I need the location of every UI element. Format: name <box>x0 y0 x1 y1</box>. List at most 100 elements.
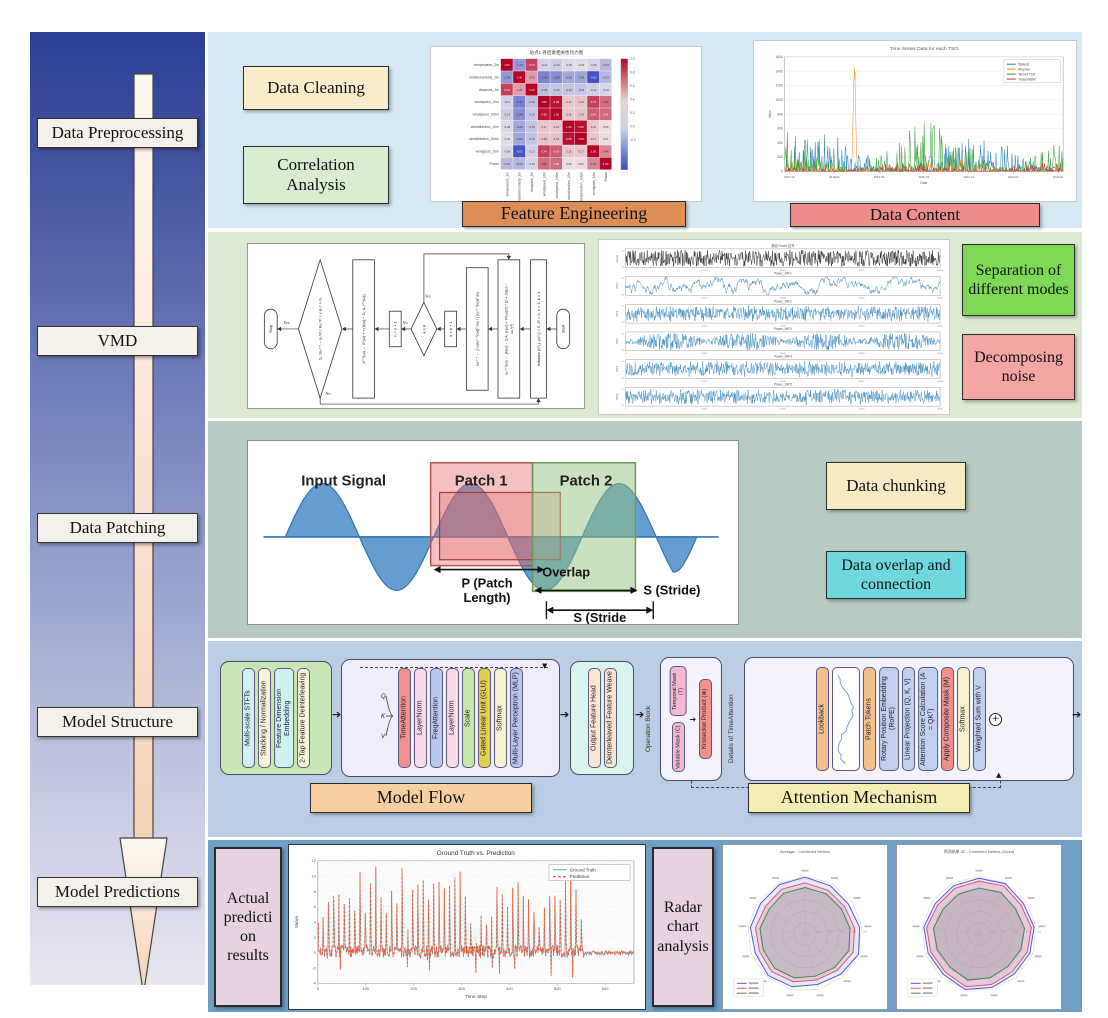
svg-text:0.93: 0.93 <box>554 100 560 104</box>
pipeline-sidebar: Data Preprocessing VMD Data Patching Mod… <box>30 32 205 985</box>
svg-text:windspeed_10m: windspeed_10m <box>475 100 500 104</box>
svg-text:1.0: 1.0 <box>621 333 625 335</box>
svg-text:Overlap: Overlap <box>542 565 590 580</box>
svg-text:0.44: 0.44 <box>603 149 609 153</box>
svg-text:windgusts_10m: windgusts_10m <box>592 172 596 195</box>
svg-text:ûₖⁿ⁺¹(ω) ← [x̂(ω) − Σᵢ≠ₖ ûᵢ(ω): ûₖⁿ⁺¹(ω) ← [x̂(ω) − Σᵢ≠ₖ ûᵢ(ω) + λ̂ⁿ(ω)/… <box>504 283 509 375</box>
svg-text:0.8: 0.8 <box>1026 929 1030 933</box>
feature-dimension-embedding-block: Feature Dimension Embedding <box>273 668 295 768</box>
svg-text:TransnetBW: TransnetBW <box>1018 77 1035 81</box>
svg-text:2021-01: 2021-01 <box>963 175 974 179</box>
svg-text:0.4: 0.4 <box>829 929 833 933</box>
svg-text:0.07: 0.07 <box>603 137 609 141</box>
svg-text:S (Stride: S (Stride <box>573 610 626 624</box>
svg-text:20000: 20000 <box>780 298 787 300</box>
layernorm-block: LayerNorm <box>413 668 427 768</box>
svg-text:8: 8 <box>314 889 317 894</box>
pipeline-flow-arrow <box>119 73 168 985</box>
label-radar-chart-analysis: Radar chart analysis <box>652 847 714 1007</box>
svg-text:Power: Power <box>489 162 499 166</box>
svg-text:windspeed_100m: windspeed_100m <box>473 113 499 117</box>
svg-text:-0.19: -0.19 <box>541 88 548 92</box>
layernorm-block: LayerNorm <box>445 668 459 768</box>
svg-text:0.17: 0.17 <box>578 149 584 153</box>
svg-text:400: 400 <box>777 141 783 145</box>
svg-text:S (Stride): S (Stride) <box>643 582 700 597</box>
svg-text:1.00: 1.00 <box>578 137 584 141</box>
svg-text:1.0: 1.0 <box>621 278 625 280</box>
svg-text:2022-01: 2022-01 <box>1008 175 1019 179</box>
svg-text:-0.13: -0.13 <box>504 112 511 116</box>
svg-text:0.33: 0.33 <box>517 88 523 92</box>
svg-text:0.73: 0.73 <box>529 63 535 67</box>
row-data-patching: Input Signal Patch 1 Patch 2 Overlap P (Patc… <box>208 421 1082 638</box>
kronecker-product-block: Kronecker Product (⊗) <box>699 679 713 759</box>
svg-text:Yes: Yes <box>284 320 290 325</box>
svg-text:-0.38: -0.38 <box>516 112 523 116</box>
svg-text:-4: -4 <box>312 981 316 986</box>
svg-text:10000: 10000 <box>701 353 708 355</box>
svg-text:-0.22: -0.22 <box>516 162 523 166</box>
vmd-decomposition-panel: 原始 Power 信号 Power 1.0 0.0 0 10000 20000 30000 40… <box>598 239 950 415</box>
svg-text:预测结果 #2 - Combined Metrics (Zo: 预测结果 #2 - Combined Metrics (Zoom) <box>944 849 1015 854</box>
svg-text:10000: 10000 <box>701 408 708 410</box>
svg-text:windspeed_10m: windspeed_10m <box>542 172 546 197</box>
svg-text:30000: 30000 <box>858 270 865 272</box>
svg-text:0.06: 0.06 <box>603 125 609 129</box>
svg-text:0.0: 0.0 <box>621 377 625 379</box>
prediction-chart: Ground Truth vs. Prediction -4 -2 0 2 4 6 8 10 12… <box>294 850 635 1000</box>
svg-text:1.0: 1.0 <box>621 250 625 252</box>
softmax-block: Softmax <box>957 667 971 771</box>
multi-scale-stfts-block: Multi-scale STFTs <box>241 668 255 768</box>
svg-text:1.0: 1.0 <box>863 929 867 933</box>
svg-text:IMF2: IMF2 <box>615 310 619 316</box>
label-separation-modes: Separation of different modes <box>962 244 1075 316</box>
svg-text:1.0: 1.0 <box>1037 929 1041 933</box>
svg-text:winddirection_10m: winddirection_10m <box>567 172 571 200</box>
radar-average-chart: Average - Combined Metrics0.20.40.60.81.… <box>733 849 872 997</box>
stage-model-predictions: Model Predictions <box>37 877 198 907</box>
svg-text:Power_IMF5: Power_IMF5 <box>774 382 792 386</box>
add-symbol-icon: + <box>989 712 1003 726</box>
svg-text:temperature_2m: temperature_2m <box>474 63 499 67</box>
apply-composite-mask-m-block: Apply Composite Mask (M) <box>941 667 955 771</box>
svg-text:10000: 10000 <box>701 381 708 383</box>
flow-arrow-icon: ➔ <box>1072 708 1082 721</box>
svg-text:1.00: 1.00 <box>517 75 523 79</box>
svg-text:Patch 2: Patch 2 <box>560 474 613 490</box>
svg-text:200: 200 <box>777 155 783 159</box>
svg-text:0: 0 <box>625 381 627 383</box>
svg-text:Time Series Data for each TSO: Time Series Data for each TSO <box>890 46 959 52</box>
svg-text:Power_IMF4: Power_IMF4 <box>774 355 792 359</box>
svg-text:0.0: 0.0 <box>621 294 625 296</box>
svg-text:windspeed_100m: windspeed_100m <box>555 172 559 198</box>
svg-text:1.00: 1.00 <box>591 149 597 153</box>
svg-text:原始 Power 信号: 原始 Power 信号 <box>771 243 794 248</box>
svg-text:0.17: 0.17 <box>541 125 547 129</box>
svg-text:IMF3: IMF3 <box>615 338 619 344</box>
svg-text:12: 12 <box>311 858 315 863</box>
svg-text:P (Patch: P (Patch <box>461 575 512 590</box>
svg-text:0.55: 0.55 <box>541 162 547 166</box>
stft-input-group: Multi-scale STFTs Stacking / Normalizatio… <box>220 661 332 775</box>
svg-text:-0.10: -0.10 <box>529 162 536 166</box>
svg-text:0.18: 0.18 <box>541 137 547 141</box>
svg-text:0.16: 0.16 <box>566 112 572 116</box>
tso-timeseries-chart: Time Series Data for each TSO 0 200 400 600 8… <box>768 46 1064 185</box>
svg-text:Power_IMF2: Power_IMF2 <box>774 299 792 303</box>
svg-text:-0.16: -0.16 <box>529 125 536 129</box>
svg-text:40000: 40000 <box>937 381 944 383</box>
svg-text:4: 4 <box>314 919 317 924</box>
label-actual-prediction-results: Actual predicti on results <box>214 847 282 1007</box>
svg-text:Yes: Yes <box>425 293 431 298</box>
svg-text:dewpoint_2m: dewpoint_2m <box>530 172 534 192</box>
patch-diagram-panel: Input Signal Patch 1 Patch 2 Overlap P (Patc… <box>247 440 739 625</box>
scale-block: Scale <box>461 668 475 768</box>
svg-text:1.00: 1.00 <box>541 100 547 104</box>
correlation-heatmap-chart: 站点1 各因素相关性热力图 1.00 -0.34 0.73 -0.11 -0.13 -0.0… <box>469 49 636 201</box>
svg-text:0.16: 0.16 <box>591 125 597 129</box>
variable-mask-c-block: Variable Mask (C) <box>671 722 685 772</box>
svg-text:-0.12: -0.12 <box>590 88 597 92</box>
svg-text:TenneTTSO: TenneTTSO <box>1018 72 1036 76</box>
svg-text:k ≤ K: k ≤ K <box>421 324 426 333</box>
